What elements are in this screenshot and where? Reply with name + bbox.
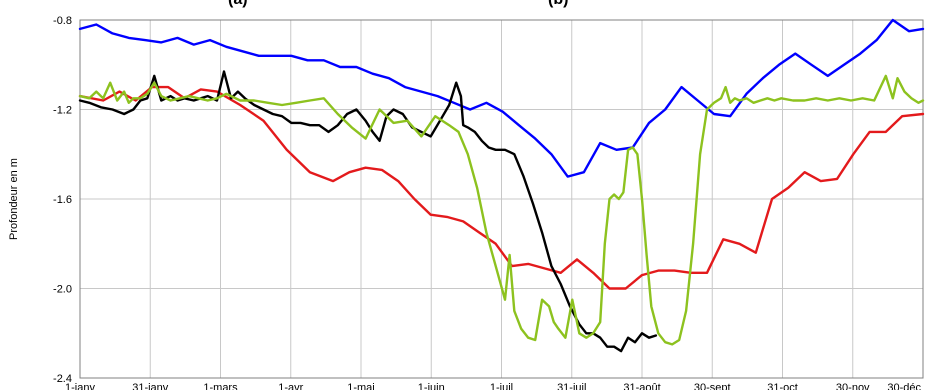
x-tick-label: 1-mars (203, 382, 238, 390)
x-tick-label: 1-mai (347, 382, 375, 390)
x-tick-label: 1-avr (278, 382, 303, 390)
chart-title-fragments: (a) (b) (228, 0, 568, 8)
x-tick-label: 1-juil (490, 382, 513, 390)
x-tick-label: 1-janv (65, 382, 95, 390)
series-line-0 (78, 18, 925, 178)
y-tick-label: -1.2 (53, 105, 72, 117)
x-tick-label: 30-nov (836, 382, 870, 390)
chart-title-fragment-a: (a) (228, 0, 248, 8)
y-axis-tick-labels: -0.8 -1.2 -1.6 -2.0 -2.4 (53, 15, 72, 385)
x-tick-label: 31-juil (557, 382, 586, 390)
y-tick-label: -0.8 (53, 15, 72, 27)
y-tick-label: -1.6 (53, 194, 72, 206)
plot-area-frame (79, 19, 924, 379)
chart-title-fragment-b: (b) (548, 0, 568, 8)
x-tick-label: 1-juin (418, 382, 445, 390)
y-tick-label: -2.0 (53, 284, 72, 296)
x-tick-label: 31-oct (767, 382, 798, 390)
series-line-3 (78, 74, 925, 346)
x-tick-label: 30-sept (694, 382, 731, 390)
x-tick-label: 30-déc (887, 382, 921, 390)
x-axis-tick-labels: 1-janv 31-janv 1-mars 1-avr 1-mai 1-juin 1-jui… (65, 382, 921, 390)
y-axis-title: Profondeur en m (8, 158, 20, 240)
x-tick-label: 31-janv (132, 382, 169, 390)
y-tick-label: -2.4 (53, 373, 72, 385)
series-line-1 (78, 85, 925, 290)
x-tick-label: 31-août (623, 382, 660, 390)
series-lines (78, 18, 925, 353)
